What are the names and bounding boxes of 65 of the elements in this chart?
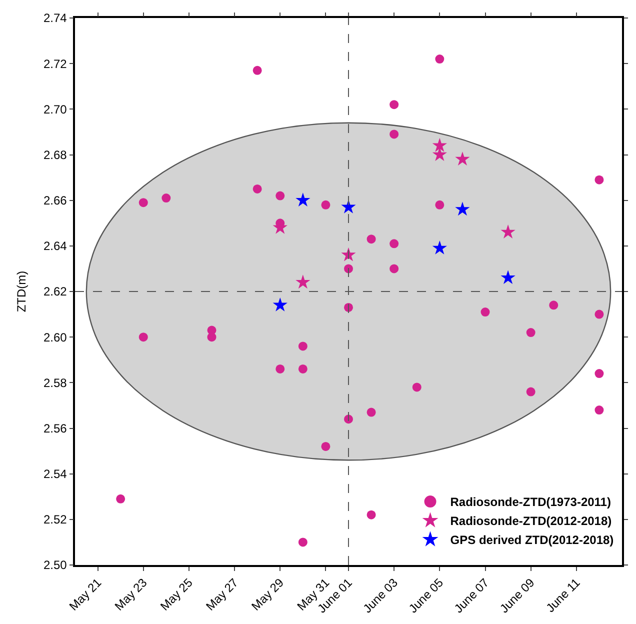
point [432, 240, 447, 254]
point [526, 328, 536, 338]
point [162, 194, 171, 203]
y-axis-title: ZTD(m) [14, 270, 28, 312]
point [594, 175, 604, 184]
point [366, 408, 376, 417]
legend-label: Radiosonde-ZTD(2012-2018) [450, 514, 612, 528]
legend-label: GPS derived ZTD(2012-2018) [450, 533, 614, 548]
point [298, 538, 308, 547]
y-tick-label: 2.66 [43, 194, 68, 208]
point [138, 198, 148, 208]
y-tick-label: 2.62 [43, 284, 68, 299]
point [390, 100, 399, 110]
y-tick-label: 2.60 [43, 330, 68, 344]
y-tick-label: 2.68 [43, 148, 68, 162]
point [321, 442, 330, 451]
point [296, 274, 310, 289]
y-tick-label: 2.52 [43, 512, 68, 527]
point [390, 130, 399, 139]
legend-label: Radiosonde-ZTD(1973-2011) [450, 495, 611, 510]
y-tick-label: 2.58 [43, 376, 68, 390]
y-tick-label: 2.54 [43, 467, 68, 482]
point [252, 66, 262, 75]
y-tick-label: 2.64 [43, 239, 68, 254]
point [549, 300, 558, 310]
point [412, 382, 422, 392]
y-tick-label: 2.74 [43, 11, 68, 26]
point [272, 297, 288, 312]
point [116, 494, 126, 504]
point [390, 264, 399, 274]
point [390, 239, 399, 248]
x-tick-label: May 27 [203, 575, 242, 614]
point [138, 332, 148, 342]
point [321, 200, 330, 210]
point [594, 406, 604, 415]
x-tick-label: May 25 [158, 575, 196, 614]
y-tick-label: 2.56 [43, 421, 68, 436]
point [526, 387, 536, 396]
point [298, 342, 308, 351]
point [276, 191, 285, 200]
point [207, 332, 216, 342]
point [366, 510, 376, 520]
point [298, 364, 308, 374]
point [432, 138, 447, 152]
point [480, 308, 490, 317]
point [296, 192, 310, 207]
y-tick-label: 2.72 [43, 56, 68, 71]
point [432, 147, 447, 161]
x-tick-label: May 29 [248, 575, 287, 614]
point [594, 369, 604, 378]
point [276, 364, 285, 374]
point [594, 310, 604, 319]
x-tick-label: May 23 [112, 575, 150, 614]
y-tick-label: 2.50 [43, 558, 68, 572]
point [435, 54, 444, 64]
point [500, 270, 516, 284]
point [252, 184, 262, 194]
point [435, 200, 444, 210]
point [455, 202, 470, 216]
y-tick-label: 2.70 [43, 102, 68, 116]
point [344, 264, 353, 274]
point [500, 224, 516, 238]
point [455, 152, 470, 166]
x-tick-label: May 21 [66, 575, 104, 614]
point [366, 234, 376, 244]
